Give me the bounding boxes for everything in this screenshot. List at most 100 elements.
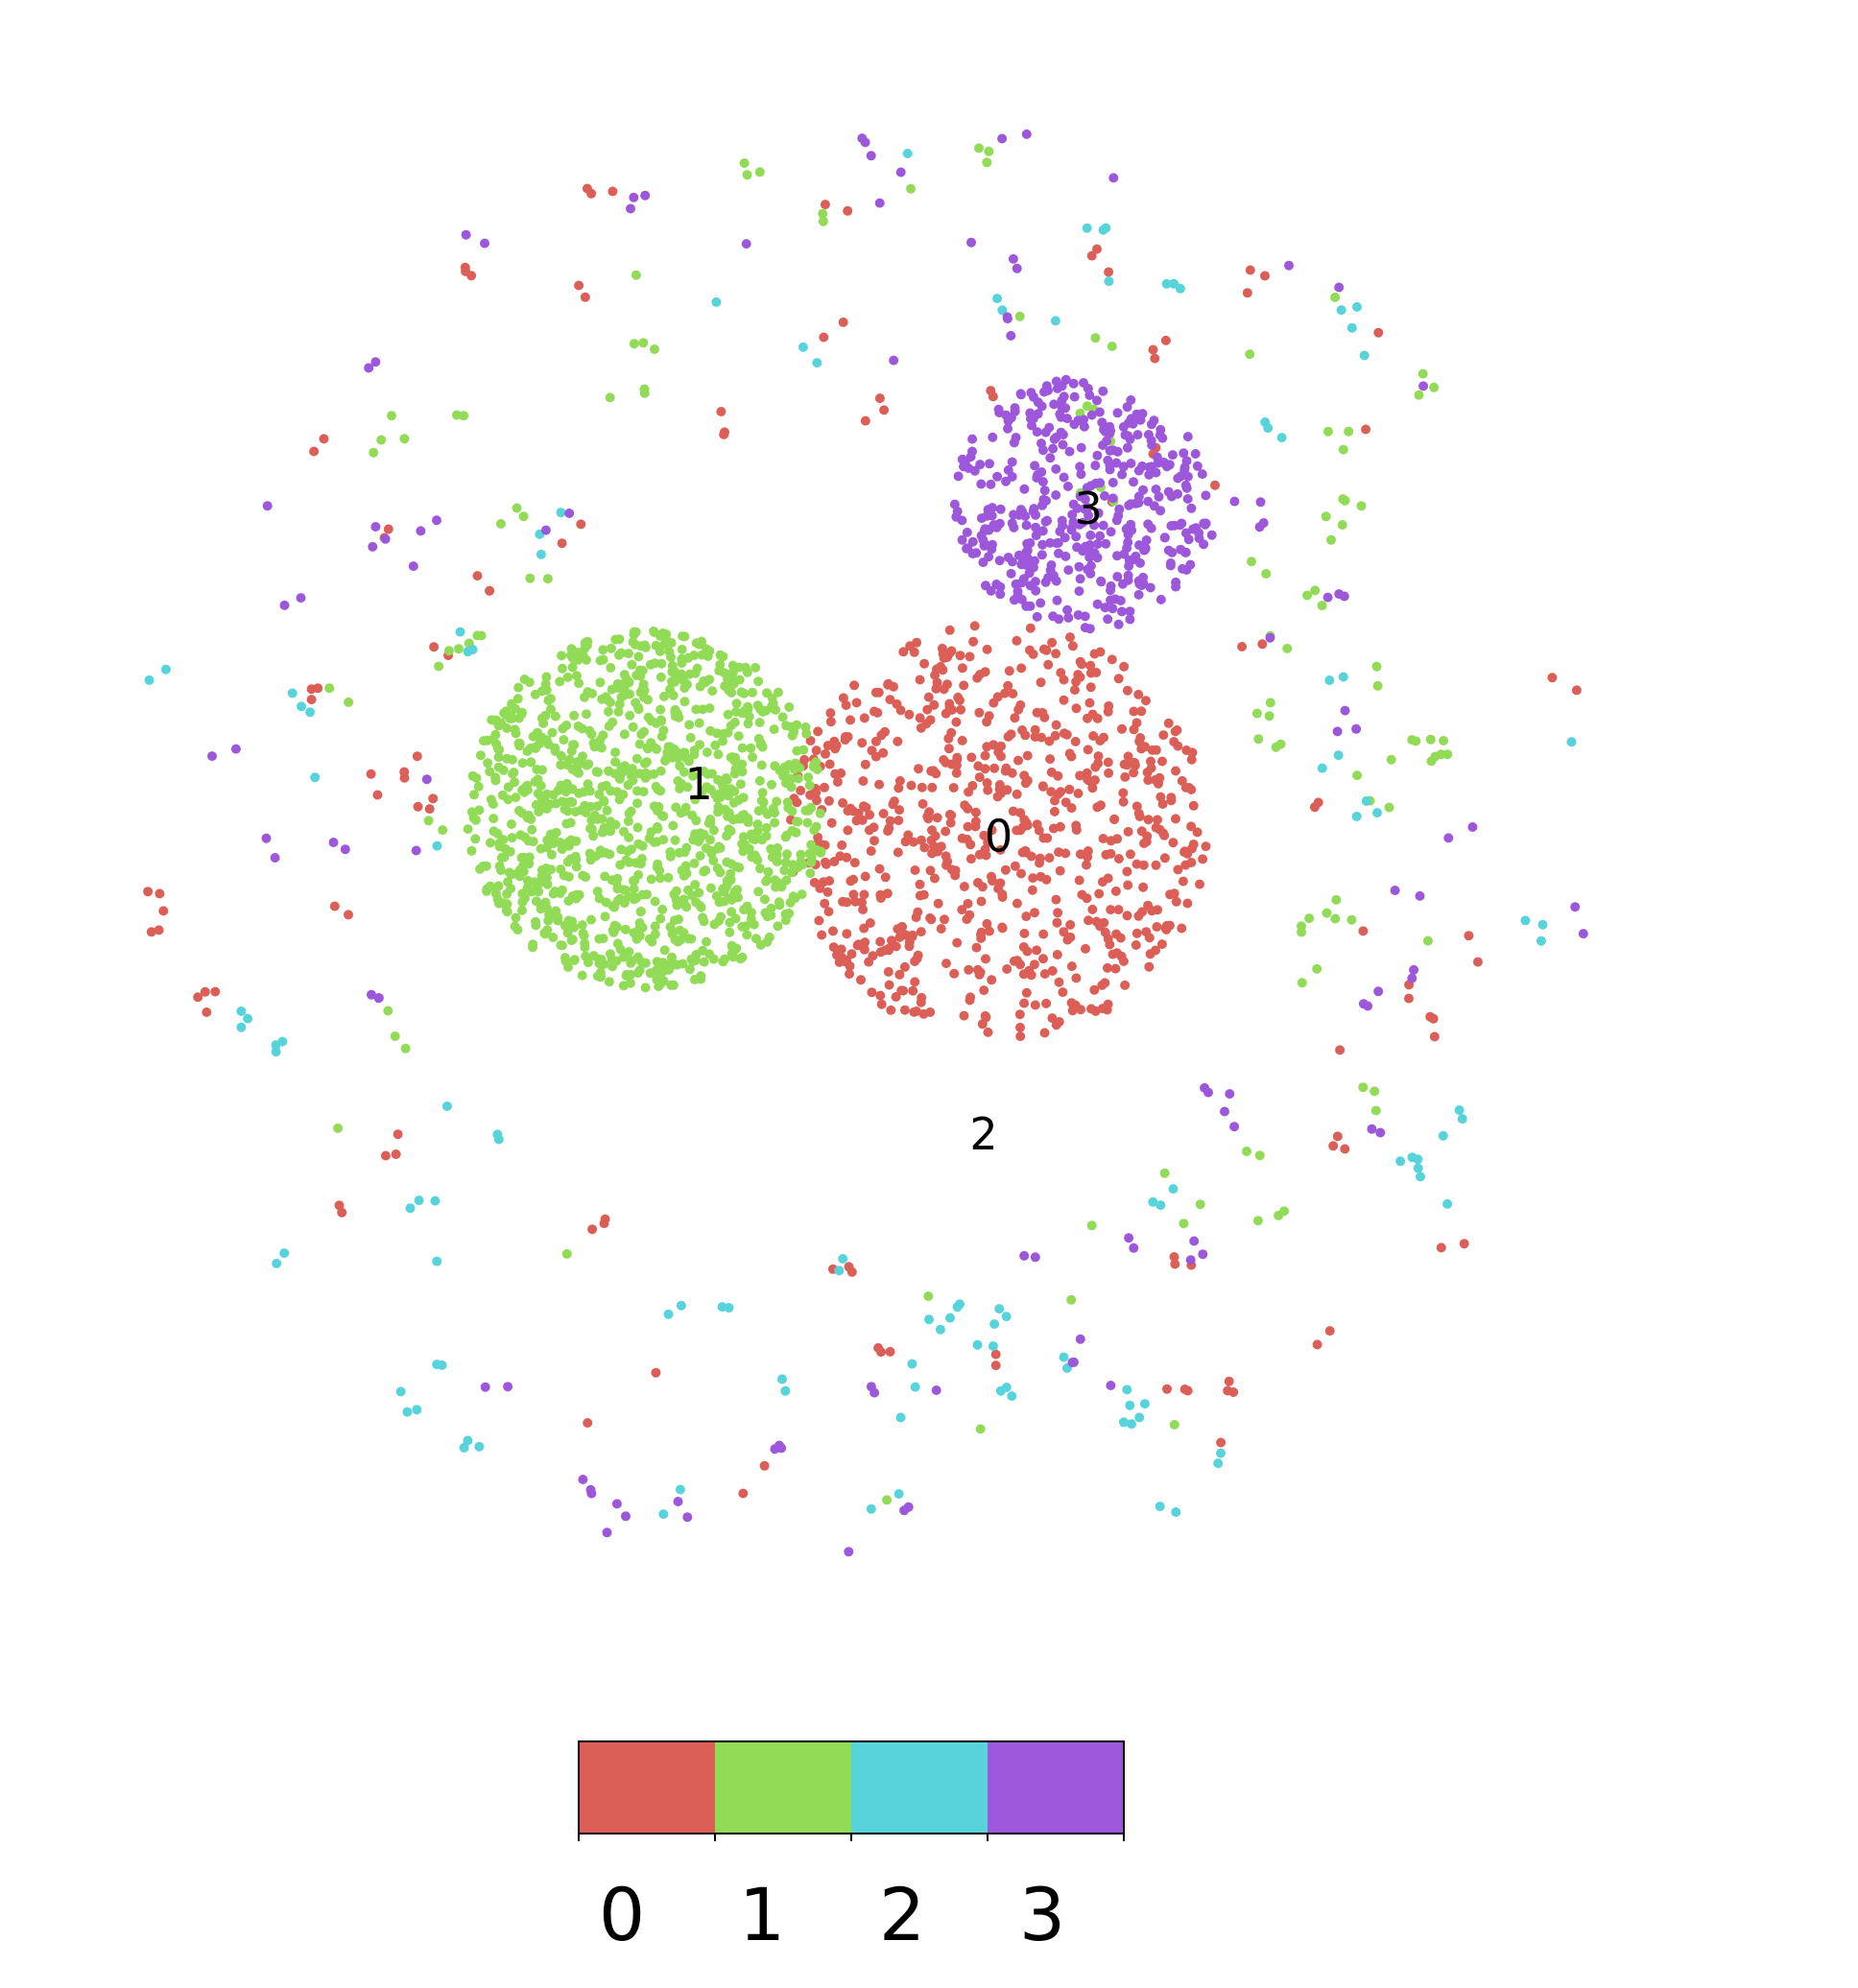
point-cat-1 xyxy=(485,881,495,891)
point-cat-1 xyxy=(556,780,566,791)
point-cat-1 xyxy=(553,915,563,926)
point-cat-0 xyxy=(922,704,933,715)
point-cat-3 xyxy=(1006,330,1016,341)
point-cat-1 xyxy=(567,662,578,673)
cluster-label-3: 3 xyxy=(1075,483,1103,534)
point-cat-1 xyxy=(675,925,685,935)
point-cat-1 xyxy=(677,644,687,654)
point-cat-2 xyxy=(243,1013,253,1024)
point-cat-1 xyxy=(740,662,750,673)
point-cat-1 xyxy=(1264,711,1274,722)
point-cat-0 xyxy=(1059,927,1069,937)
point-cat-3 xyxy=(673,1497,683,1506)
point-cat-0 xyxy=(1018,942,1029,952)
point-cat-1 xyxy=(588,951,599,961)
point-cat-0 xyxy=(1110,963,1121,974)
point-cat-1 xyxy=(625,710,635,721)
point-cat-3 xyxy=(540,525,551,535)
point-cat-2 xyxy=(1413,1154,1423,1165)
point-cat-0 xyxy=(925,1007,936,1017)
point-cat-1 xyxy=(783,802,794,813)
point-cat-0 xyxy=(893,924,903,935)
point-cat-1 xyxy=(671,886,681,896)
point-cat-1 xyxy=(571,836,582,846)
point-cat-0 xyxy=(1019,928,1030,938)
point-cat-1 xyxy=(566,644,577,654)
point-cat-1 xyxy=(691,704,702,715)
point-cat-3 xyxy=(1126,459,1136,468)
point-cat-1 xyxy=(542,879,553,889)
point-cat-1 xyxy=(566,935,577,946)
point-cat-1 xyxy=(737,952,748,962)
point-cat-3 xyxy=(953,471,964,482)
point-cat-0 xyxy=(888,799,898,810)
point-cat-1 xyxy=(681,902,692,912)
point-cat-1 xyxy=(558,723,568,734)
point-cat-3 xyxy=(1407,973,1417,983)
point-cat-1 xyxy=(679,751,689,762)
point-cat-3 xyxy=(1079,378,1088,388)
point-cat-0 xyxy=(1012,898,1022,909)
point-cat-1 xyxy=(698,945,708,956)
point-cat-0 xyxy=(900,837,911,847)
point-cat-1 xyxy=(700,677,710,688)
point-cat-0 xyxy=(915,890,925,901)
point-cat-0 xyxy=(1054,977,1064,987)
point-cat-3 xyxy=(1146,523,1156,533)
point-cat-3 xyxy=(1045,565,1056,576)
point-cat-0 xyxy=(1065,932,1076,942)
point-cat-0 xyxy=(1047,637,1058,648)
point-cat-3 xyxy=(368,541,378,552)
point-cat-0 xyxy=(1041,645,1052,655)
point-cat-0 xyxy=(1039,1028,1050,1038)
point-cat-3 xyxy=(1016,578,1027,588)
point-cat-1 xyxy=(561,1248,572,1259)
point-cat-1 xyxy=(628,637,638,648)
point-cat-0 xyxy=(1143,775,1154,786)
point-cat-0 xyxy=(1187,747,1198,758)
point-cat-1 xyxy=(668,690,679,700)
point-cat-1 xyxy=(705,835,716,845)
point-cat-2 xyxy=(988,1341,998,1351)
point-cat-1 xyxy=(697,650,707,660)
point-cat-0 xyxy=(930,670,941,680)
point-cat-0 xyxy=(905,641,916,651)
point-cat-0 xyxy=(1150,353,1160,364)
point-cat-1 xyxy=(599,795,609,806)
point-cat-0 xyxy=(193,992,203,1003)
colorbar-segment-2 xyxy=(851,1741,989,1834)
point-cat-0 xyxy=(983,1027,993,1037)
point-cat-3 xyxy=(1062,414,1072,424)
point-cat-3 xyxy=(1176,544,1186,555)
point-cat-0 xyxy=(980,764,990,774)
point-cat-2 xyxy=(492,1129,503,1140)
point-cat-3 xyxy=(611,1499,622,1509)
point-cat-0 xyxy=(1071,973,1082,983)
point-cat-1 xyxy=(1304,913,1315,924)
point-cat-1 xyxy=(488,826,499,837)
point-cat-3 xyxy=(1255,497,1266,508)
point-cat-0 xyxy=(1052,917,1062,928)
point-cat-1 xyxy=(472,630,483,641)
point-cat-0 xyxy=(805,736,816,746)
point-cat-0 xyxy=(1192,827,1203,838)
point-cat-3 xyxy=(1106,1381,1116,1390)
point-cat-0 xyxy=(965,651,975,662)
point-cat-3 xyxy=(1074,586,1084,597)
point-cat-3 xyxy=(889,355,899,366)
point-cat-1 xyxy=(1302,590,1313,601)
point-cat-0 xyxy=(1021,911,1032,922)
point-cat-0 xyxy=(824,759,835,769)
point-cat-0 xyxy=(154,925,164,935)
point-cat-1 xyxy=(596,743,607,753)
point-cat-2 xyxy=(895,1412,906,1423)
point-cat-1 xyxy=(728,952,739,962)
point-cat-0 xyxy=(1061,729,1072,740)
point-cat-1 xyxy=(781,830,792,840)
point-cat-0 xyxy=(1143,900,1154,911)
point-cat-0 xyxy=(1092,713,1103,723)
point-cat-0 xyxy=(1048,823,1059,834)
point-cat-0 xyxy=(885,1346,895,1357)
point-cat-3 xyxy=(578,1475,588,1484)
point-cat-0 xyxy=(1067,641,1078,651)
